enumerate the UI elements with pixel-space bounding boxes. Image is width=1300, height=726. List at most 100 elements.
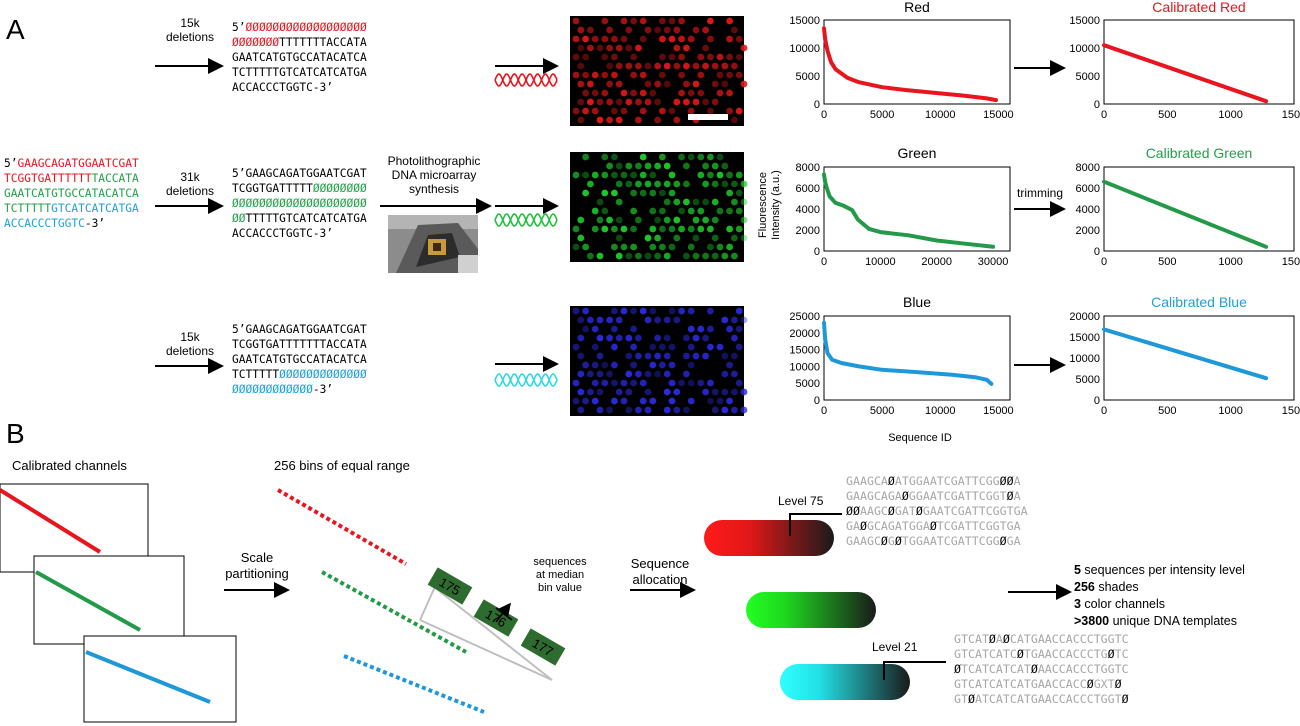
array-spot bbox=[659, 343, 666, 351]
x-tick-label: 20000 bbox=[921, 256, 952, 268]
array-spot bbox=[606, 116, 613, 124]
array-spot bbox=[606, 406, 613, 414]
array-spot bbox=[707, 107, 714, 115]
array-spot bbox=[572, 35, 580, 43]
array-spot bbox=[668, 225, 676, 233]
array-spot bbox=[731, 388, 738, 396]
array-spot bbox=[731, 370, 738, 378]
array-spot bbox=[668, 17, 676, 25]
array-spot bbox=[577, 62, 585, 70]
array-spot bbox=[726, 89, 733, 97]
y-tick-label: 2000 bbox=[796, 225, 820, 237]
array-spot bbox=[716, 243, 724, 251]
array-spot bbox=[587, 370, 594, 378]
array-spot bbox=[639, 89, 647, 97]
array-spot bbox=[735, 307, 743, 315]
allocated-sequence: GAAGCAØATGGAATCGATTCGGØØA bbox=[846, 474, 1021, 488]
trimming-label: trimming bbox=[1016, 186, 1063, 200]
level75-sequences: GAAGCAØATGGAATCGATTCGGØØA GAAGCAGAØGGAATC… bbox=[846, 474, 1028, 549]
array-spot bbox=[692, 62, 700, 70]
x-tick-label: 1000 bbox=[1218, 109, 1242, 121]
array-spot bbox=[577, 388, 585, 396]
microarray-image bbox=[570, 152, 748, 262]
array-spot bbox=[697, 53, 705, 61]
array-spot bbox=[735, 35, 743, 43]
y-tick-label: 25000 bbox=[789, 311, 820, 323]
sequence-segment: ACCACCCTGGTC-3’ bbox=[232, 227, 334, 240]
array-spot bbox=[673, 406, 681, 414]
array-spot bbox=[711, 80, 719, 88]
array-spot bbox=[639, 307, 647, 315]
array-spot bbox=[721, 162, 729, 170]
array-spot bbox=[707, 307, 714, 315]
array-spot bbox=[572, 397, 580, 405]
sequence-segment: 5’GAAGCAGATGGAATCGAT bbox=[232, 167, 367, 180]
array-spot bbox=[630, 243, 637, 251]
array-spot bbox=[649, 243, 657, 251]
y-tick-label: 0 bbox=[1094, 395, 1100, 407]
array-spot bbox=[654, 352, 661, 360]
array-spot bbox=[678, 153, 685, 161]
sequence-segment: 5’ bbox=[4, 157, 18, 170]
allocated-sequence: GAAGCAGAØGGAATCGATTCGGTØA bbox=[846, 489, 1021, 503]
array-spot bbox=[587, 26, 594, 34]
array-spot bbox=[654, 98, 661, 106]
array-spot bbox=[577, 406, 585, 414]
array-spot bbox=[596, 406, 604, 414]
array-spot bbox=[611, 379, 618, 387]
array-spot bbox=[687, 379, 695, 387]
array-spot bbox=[726, 397, 733, 405]
array-spot bbox=[654, 180, 661, 188]
array-spot bbox=[644, 180, 652, 188]
x-tick-label: 5000 bbox=[870, 109, 894, 121]
array-spot bbox=[659, 107, 666, 115]
array-spot bbox=[591, 89, 599, 97]
array-spot bbox=[663, 80, 671, 88]
series-line bbox=[1102, 179, 1269, 249]
array-spot bbox=[697, 207, 705, 215]
array-spot bbox=[630, 307, 637, 315]
summary-item: 5 sequences per intensity level bbox=[1074, 563, 1245, 577]
array-spot bbox=[587, 44, 594, 52]
array-spot bbox=[678, 207, 685, 215]
array-spot bbox=[635, 116, 642, 124]
array-spot bbox=[716, 53, 724, 61]
array-spot bbox=[702, 252, 709, 260]
x-tick-label: 1500 bbox=[1282, 109, 1300, 121]
array-spot bbox=[735, 225, 743, 233]
chart-frame bbox=[823, 315, 1011, 401]
array-spot bbox=[668, 171, 676, 179]
array-spot bbox=[611, 53, 618, 61]
array-spot bbox=[572, 243, 580, 251]
array-spot bbox=[654, 80, 661, 88]
sequence-segment: ØØØØØØØØ bbox=[312, 182, 367, 195]
array-spot bbox=[721, 388, 729, 396]
allocated-sequence: GTCATØAØCATGAACCACCCTGGTC bbox=[954, 632, 1129, 646]
array-spot bbox=[735, 107, 743, 115]
sequence-line: ACCACCCTGGTC-3’ bbox=[232, 80, 367, 95]
array-spot bbox=[687, 35, 695, 43]
array-spot bbox=[692, 216, 700, 224]
array-spot bbox=[635, 370, 642, 378]
array-spot bbox=[615, 62, 623, 70]
array-spot bbox=[639, 379, 647, 387]
array-spot bbox=[678, 35, 685, 43]
chart-frame bbox=[1103, 19, 1295, 105]
y-tick-label: 0 bbox=[814, 395, 820, 407]
array-spot bbox=[615, 44, 623, 52]
y-tick-label: 20000 bbox=[1069, 311, 1100, 323]
chart-title-green: Green bbox=[897, 145, 937, 161]
array-spot bbox=[726, 107, 733, 115]
array-spot bbox=[635, 216, 642, 224]
array-spot bbox=[731, 62, 738, 70]
array-spot bbox=[644, 234, 652, 242]
array-spot bbox=[707, 325, 714, 333]
array-spot bbox=[596, 316, 604, 324]
array-spot bbox=[596, 98, 604, 106]
array-spot bbox=[654, 316, 661, 324]
array-spot bbox=[668, 35, 676, 43]
array-spot bbox=[673, 44, 681, 52]
array-spot bbox=[702, 216, 709, 224]
array-spot bbox=[678, 307, 685, 315]
array-spot bbox=[577, 44, 585, 52]
